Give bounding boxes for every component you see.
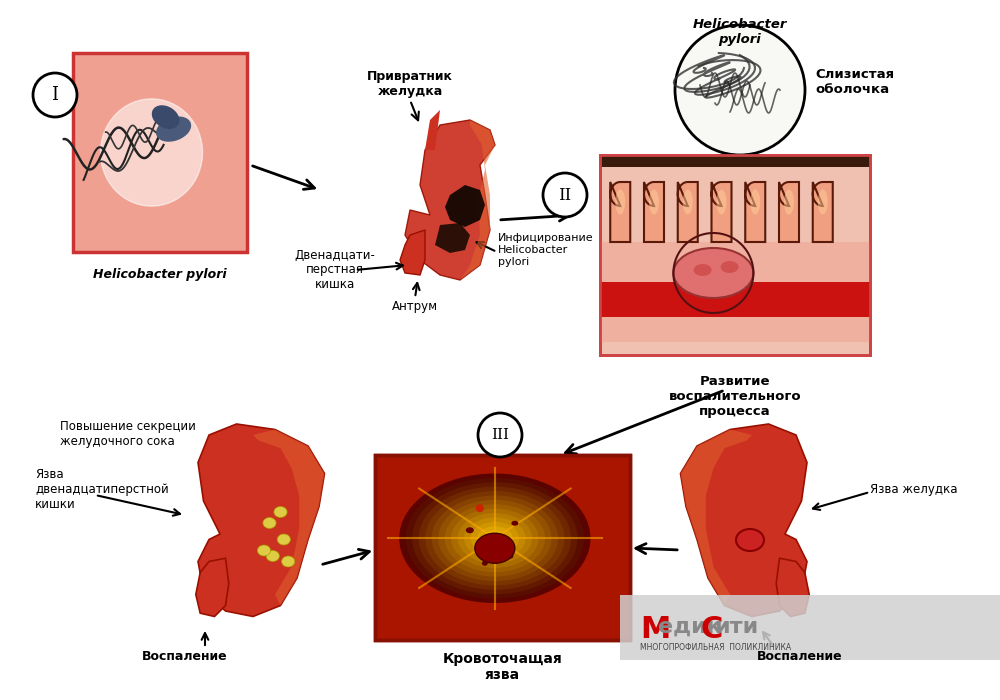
Text: I: I (52, 86, 58, 104)
Ellipse shape (482, 561, 488, 566)
Polygon shape (678, 182, 698, 242)
Ellipse shape (511, 521, 518, 526)
Ellipse shape (458, 513, 532, 564)
Ellipse shape (477, 526, 513, 550)
Text: Helicobacter pylori: Helicobacter pylori (93, 268, 227, 281)
Ellipse shape (615, 190, 625, 214)
Ellipse shape (445, 504, 545, 572)
Polygon shape (445, 185, 485, 227)
Ellipse shape (274, 507, 287, 517)
Text: Двенадцати-
перстная
кишка: Двенадцати- перстная кишка (295, 248, 375, 291)
Polygon shape (680, 430, 752, 606)
FancyBboxPatch shape (620, 595, 1000, 660)
Text: Инфицирование
Helicobacter
pylori: Инфицирование Helicobacter pylori (498, 233, 594, 267)
Circle shape (543, 173, 587, 217)
Polygon shape (712, 182, 732, 242)
Ellipse shape (100, 99, 202, 206)
Polygon shape (460, 120, 495, 280)
Text: Привратник
желудка: Привратник желудка (367, 70, 453, 98)
Ellipse shape (432, 496, 558, 581)
Ellipse shape (818, 190, 828, 214)
Polygon shape (400, 230, 425, 275)
Text: Антрум: Антрум (392, 300, 438, 313)
Polygon shape (253, 430, 324, 606)
Ellipse shape (736, 529, 764, 551)
Text: III: III (491, 428, 509, 442)
Polygon shape (610, 182, 630, 242)
Polygon shape (405, 120, 495, 280)
Ellipse shape (152, 106, 179, 128)
Polygon shape (813, 182, 833, 242)
FancyBboxPatch shape (600, 317, 870, 342)
Ellipse shape (649, 190, 659, 214)
Circle shape (33, 73, 77, 117)
Polygon shape (779, 182, 799, 242)
Ellipse shape (506, 554, 513, 559)
Ellipse shape (484, 531, 506, 546)
Ellipse shape (716, 190, 726, 214)
Ellipse shape (277, 534, 290, 545)
Text: МНОГОПРОФИЛЬНАЯ  ПОЛИКЛИНИКА: МНОГОПРОФИЛЬНАЯ ПОЛИКЛИНИКА (640, 643, 791, 652)
Ellipse shape (471, 522, 519, 554)
Ellipse shape (721, 261, 739, 273)
Ellipse shape (683, 190, 693, 214)
Text: Воспаление: Воспаление (757, 650, 843, 663)
Ellipse shape (406, 478, 584, 598)
Polygon shape (776, 558, 809, 617)
Ellipse shape (466, 527, 474, 533)
Ellipse shape (157, 117, 190, 141)
Polygon shape (198, 424, 324, 617)
Ellipse shape (419, 486, 571, 590)
Polygon shape (644, 182, 664, 242)
Text: Воспаление: Воспаление (142, 650, 228, 663)
Text: II: II (558, 186, 572, 204)
Ellipse shape (464, 517, 526, 559)
Ellipse shape (451, 509, 539, 568)
Ellipse shape (412, 482, 577, 594)
Ellipse shape (438, 500, 552, 577)
FancyBboxPatch shape (375, 455, 630, 640)
Text: Язва
двенадцатиперстной
кишки: Язва двенадцатиперстной кишки (35, 468, 169, 512)
Polygon shape (196, 558, 229, 617)
Ellipse shape (263, 517, 276, 528)
Polygon shape (425, 110, 440, 150)
Text: едик: едик (658, 617, 722, 637)
FancyBboxPatch shape (600, 242, 870, 282)
Text: Развитие
воспалительного
процесса: Развитие воспалительного процесса (669, 375, 801, 418)
FancyBboxPatch shape (73, 53, 247, 252)
FancyBboxPatch shape (600, 282, 870, 317)
Ellipse shape (673, 248, 753, 298)
Circle shape (478, 413, 522, 457)
Text: Слизистая
оболочка: Слизистая оболочка (815, 68, 894, 96)
Text: Helicobacter
pylori: Helicobacter pylori (693, 18, 787, 46)
Text: М: М (640, 615, 670, 644)
Circle shape (476, 504, 484, 512)
Text: Язва желудка: Язва желудка (870, 484, 958, 496)
FancyBboxPatch shape (600, 155, 870, 355)
Ellipse shape (266, 550, 279, 561)
FancyBboxPatch shape (600, 155, 870, 167)
Text: Кровоточащая
язва: Кровоточащая язва (443, 652, 562, 682)
Ellipse shape (784, 190, 794, 214)
Ellipse shape (694, 264, 712, 276)
Ellipse shape (475, 533, 515, 564)
Polygon shape (435, 223, 470, 253)
Ellipse shape (257, 545, 271, 556)
Text: ити: ити (714, 617, 758, 637)
Ellipse shape (425, 491, 565, 585)
Polygon shape (745, 182, 765, 242)
Ellipse shape (282, 556, 295, 567)
Ellipse shape (490, 535, 500, 542)
Text: Повышение секреции
желудочного сока: Повышение секреции желудочного сока (60, 420, 196, 448)
Circle shape (675, 25, 805, 155)
Ellipse shape (750, 190, 760, 214)
Ellipse shape (399, 473, 590, 603)
Polygon shape (680, 424, 807, 617)
Text: С: С (700, 615, 722, 644)
